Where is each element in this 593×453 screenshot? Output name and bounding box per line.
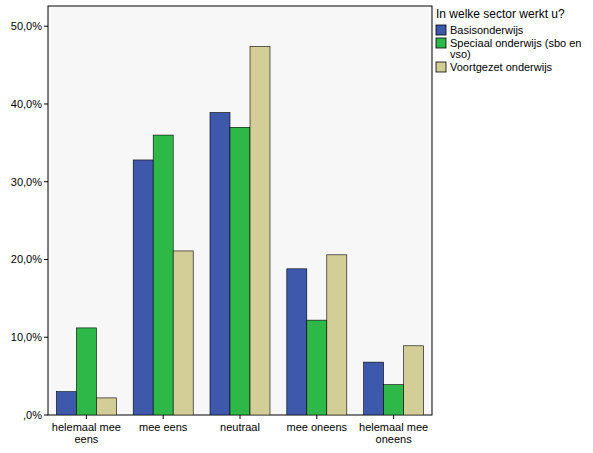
bar [250, 46, 270, 415]
y-tick-label: ,0% [23, 409, 42, 421]
bar [76, 328, 96, 415]
text-line: Voortgezet onderwijs [450, 61, 553, 73]
x-tick [240, 415, 241, 419]
y-tick-label: 40,0% [11, 98, 42, 110]
y-tick-label: 20,0% [11, 253, 42, 265]
bar [384, 385, 404, 415]
bar [287, 269, 307, 415]
legend-swatch [436, 25, 446, 35]
text-line: oneens [376, 433, 413, 445]
bar [230, 127, 250, 415]
y-tick [44, 259, 48, 260]
text-line: neutraal [220, 421, 260, 433]
x-tick [163, 415, 164, 419]
x-tick [316, 415, 317, 419]
x-tick-label: neutraal [220, 421, 260, 433]
legend-label: Basisonderwijs [450, 24, 524, 36]
text-line: eens [74, 433, 98, 445]
legend-label: Speciaal onderwijs (sbo envso) [450, 37, 581, 60]
legend-label: Voortgezet onderwijs [450, 61, 553, 73]
text-line: mee eens [139, 421, 188, 433]
y-tick [44, 415, 48, 416]
chart: ,0% 10,0% 20,0% 30,0% 40,0% 50,0% helemaal mee… [0, 0, 593, 453]
legend-swatch [436, 62, 446, 72]
x-tick-label: mee oneens [287, 421, 348, 433]
bar [307, 320, 327, 415]
legend-title: In welke sector werkt u? [436, 7, 565, 21]
y-tick-label: 50,0% [11, 20, 42, 32]
plot-frame [48, 6, 432, 415]
y-tick [44, 103, 48, 104]
y-tick-label: 10,0% [11, 331, 42, 343]
x-tick-label: helemaal meeoneens [359, 421, 428, 445]
bar [56, 392, 76, 415]
bar [327, 255, 347, 415]
x-tick [393, 415, 394, 419]
x-tick-label: mee eens [139, 421, 188, 433]
legend-swatch [436, 38, 446, 48]
text-line: Basisonderwijs [450, 24, 524, 36]
bar [210, 113, 230, 415]
text-line: mee oneens [287, 421, 348, 433]
bar [173, 251, 193, 415]
y-tick [44, 337, 48, 338]
bar [133, 160, 153, 415]
bar [96, 398, 116, 415]
x-tick [86, 415, 87, 419]
bar [153, 135, 173, 415]
text-line: vso) [450, 48, 471, 60]
text-line: helemaal mee [52, 421, 121, 433]
bars [56, 46, 423, 415]
y-tick-label: 30,0% [11, 176, 42, 188]
y-tick [44, 181, 48, 182]
x-tick-label: helemaal meeeens [52, 421, 121, 445]
bar [364, 362, 384, 415]
y-tick [44, 26, 48, 27]
bar [404, 346, 424, 415]
text-line: helemaal mee [359, 421, 428, 433]
